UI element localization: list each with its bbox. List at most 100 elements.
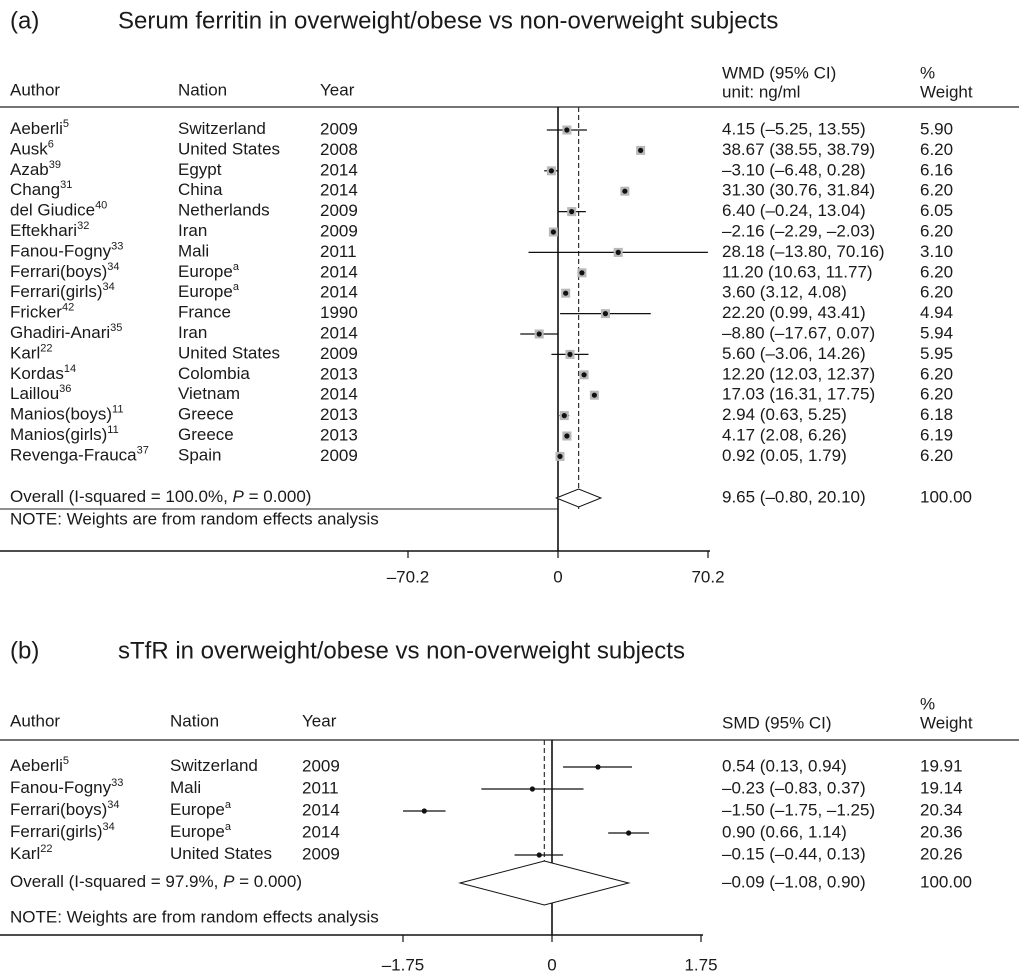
year: 2009 [302, 756, 340, 775]
weight: 6.20 [920, 446, 953, 465]
reference: 33 [111, 777, 123, 789]
nation-name: Spain [178, 446, 221, 465]
year: 2014 [320, 283, 358, 302]
year: 2014 [320, 323, 358, 342]
reference: 42 [62, 302, 74, 314]
column-header: % [920, 694, 935, 713]
author-name: Fricker [10, 303, 62, 322]
nation: Greece [178, 425, 234, 444]
nation-name: Switzerland [178, 119, 266, 138]
nation-name: Europe [178, 262, 233, 281]
nation: Colombia [178, 364, 250, 383]
nation-name: Europe [170, 822, 225, 841]
point-estimate [602, 311, 609, 317]
nation: Netherlands [178, 201, 270, 220]
effect-label: –8.80 (–17.67, 0.07) [722, 323, 875, 342]
weight: 100.00 [920, 872, 972, 891]
year: 2009 [302, 844, 340, 863]
year: 2014 [302, 800, 340, 819]
note: NOTE: Weights are from random effects an… [10, 509, 379, 528]
reference: 6 [48, 138, 54, 150]
effect-label: 11.20 (10.63, 11.77) [722, 262, 873, 281]
x-tick-label: 1.75 [684, 955, 717, 974]
weight: 6.16 [920, 160, 953, 179]
column-header: Weight [920, 82, 973, 101]
column-header: Year [302, 711, 337, 730]
author: Chang31 [10, 179, 72, 200]
nation: Switzerland [178, 119, 266, 138]
year: 2013 [320, 425, 358, 444]
author: Eftekhari32 [10, 220, 89, 241]
overall-label-part: = 0.000) [234, 872, 302, 891]
author: Laillou36 [10, 383, 71, 404]
nation: Iran [178, 323, 207, 342]
nation: Iran [178, 221, 207, 240]
x-tick-label: –1.75 [382, 955, 425, 974]
reference: 36 [59, 383, 71, 395]
author-name: Ferrari(boys) [10, 800, 107, 819]
nation-name: Switzerland [170, 756, 258, 775]
year: 2009 [320, 201, 358, 220]
nation: Mali [178, 242, 209, 261]
year: 2011 [320, 242, 357, 261]
column-header: SMD (95% CI) [722, 713, 832, 732]
nation: Greece [178, 405, 234, 424]
reference: 11 [107, 424, 118, 436]
nation-name: Europe [178, 283, 233, 302]
overall-label: Overall (I-squared = 100.0%, P = 0.000) [10, 487, 311, 506]
point-estimate [564, 433, 570, 439]
weight: 20.26 [920, 844, 963, 863]
weight: 4.94 [920, 303, 953, 322]
x-tick-label: 70.2 [691, 567, 724, 586]
author: Karl22 [10, 342, 52, 363]
author-name: Ferrari(boys) [10, 262, 107, 281]
effect-label: –0.23 (–0.83, 0.37) [722, 778, 866, 797]
reference: 32 [77, 220, 89, 232]
year: 2014 [320, 262, 358, 281]
author-name: Ausk [10, 140, 48, 159]
year: 2014 [302, 822, 340, 841]
weight: 5.95 [920, 344, 953, 363]
column-header: Author [10, 711, 60, 730]
year: 2014 [320, 385, 358, 404]
nation-name: United States [178, 140, 280, 159]
x-tick-label: 0 [547, 955, 556, 974]
chart-title: Serum ferritin in overweight/obese vs no… [118, 7, 778, 34]
reference: 31 [60, 179, 72, 191]
weight: 5.90 [920, 119, 953, 138]
effect-label: 4.15 (–5.25, 13.55) [722, 119, 866, 138]
column-header: % [920, 63, 935, 82]
point-estimate [536, 852, 542, 858]
reference: 34 [107, 261, 119, 273]
author: del Giudice40 [10, 200, 107, 221]
author: Manios(girls)11 [10, 424, 119, 445]
overall-label-part: P [233, 487, 245, 506]
author: Aeberli5 [10, 755, 69, 776]
reference: 40 [95, 200, 107, 212]
author: Fricker42 [10, 302, 74, 323]
weight: 6.19 [920, 425, 953, 444]
column-header: Author [10, 80, 60, 99]
nation: Egypt [178, 160, 222, 179]
point-estimate [421, 808, 427, 814]
author-name: Manios(boys) [10, 405, 112, 424]
author: Revenga-Frauca37 [10, 444, 149, 465]
reference: 11 [112, 404, 123, 416]
nation-name: Mali [178, 242, 209, 261]
nation-name: Iran [178, 221, 207, 240]
nation: Europea [178, 261, 240, 282]
nation: United States [178, 140, 280, 159]
author-name: Chang [10, 181, 60, 200]
nation: France [178, 303, 231, 322]
point-estimate [615, 249, 621, 255]
year: 2009 [320, 119, 358, 138]
effect-label: 22.20 (0.99, 43.41) [722, 303, 866, 322]
nation-note: a [233, 261, 240, 273]
nation-name: France [178, 303, 231, 322]
author: Ghadiri-Anari35 [10, 322, 122, 343]
weight: 6.20 [920, 262, 953, 281]
effect-label: 3.60 (3.12, 4.08) [722, 283, 847, 302]
point-estimate [626, 830, 632, 836]
column-header: Nation [170, 711, 219, 730]
nation-name: Netherlands [178, 201, 270, 220]
